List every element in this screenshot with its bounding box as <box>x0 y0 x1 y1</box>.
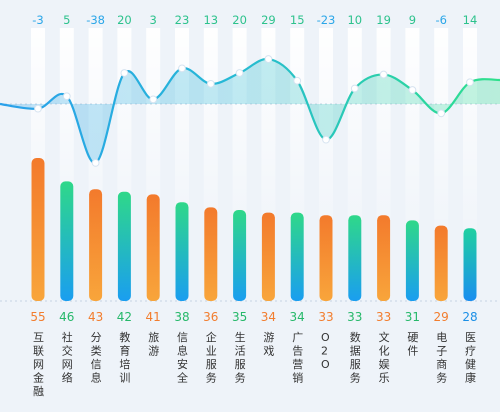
change-label: -38 <box>86 13 105 27</box>
change-label: 5 <box>63 13 70 27</box>
category-label: 文化娱乐 <box>379 330 390 385</box>
value-label: 36 <box>203 310 218 324</box>
category-label: 数据服务 <box>350 331 361 385</box>
bar <box>290 212 304 301</box>
bar <box>463 228 477 301</box>
labels: -3 5 -38 20 3 23 13 20 29 15 -23 10 19 9 -6 14 55 46 43 42 4… <box>30 13 477 398</box>
change-label: -6 <box>435 13 446 27</box>
wave-point <box>264 55 273 63</box>
change-label: 19 <box>376 13 391 27</box>
bar-series <box>31 158 477 301</box>
change-label: -23 <box>317 13 336 27</box>
wave-point <box>235 69 244 77</box>
bar <box>60 181 74 301</box>
bar <box>89 189 103 301</box>
category-label: 教育培训 <box>119 331 130 385</box>
wave-point <box>149 95 158 104</box>
wave-point <box>293 76 302 85</box>
bar <box>31 158 45 301</box>
wave-point <box>120 69 129 77</box>
category-label: 生活服务 <box>235 330 246 385</box>
wave-point <box>91 159 100 167</box>
bar <box>117 191 131 301</box>
wave-point <box>322 135 330 144</box>
change-label: 3 <box>150 13 157 27</box>
category-label: 分类信息 <box>91 331 102 385</box>
change-label: 23 <box>175 13 190 27</box>
bar <box>377 215 391 301</box>
bar <box>319 215 333 301</box>
change-label: 9 <box>409 13 416 27</box>
bar <box>146 194 160 301</box>
bar <box>261 212 275 301</box>
wave-point <box>206 79 215 88</box>
value-label: 46 <box>59 310 74 324</box>
change-label: 15 <box>290 13 305 27</box>
value-label: 33 <box>318 310 333 324</box>
value-label: 35 <box>232 310 247 324</box>
bar <box>204 207 218 301</box>
bar <box>434 225 448 301</box>
wave-area <box>0 58 500 164</box>
category-label: 硬件 <box>407 331 418 358</box>
wave-point <box>466 78 474 87</box>
category-label: 企业服务 <box>206 330 217 385</box>
category-label: 旅游 <box>148 330 159 358</box>
change-label: 29 <box>261 13 276 27</box>
change-wave <box>0 55 500 167</box>
change-label: 20 <box>117 13 132 27</box>
value-label: 33 <box>347 310 362 324</box>
value-label: 33 <box>376 310 391 324</box>
category-label: 互联网金融 <box>33 331 44 398</box>
wave-point <box>408 86 417 94</box>
change-label: -3 <box>32 13 43 27</box>
value-label: 28 <box>462 310 477 324</box>
change-label: 13 <box>203 13 218 27</box>
value-label: 43 <box>88 310 103 324</box>
change-label: 10 <box>347 13 362 27</box>
value-label: 34 <box>290 310 305 324</box>
value-label: 41 <box>146 310 161 324</box>
change-label: 14 <box>463 13 478 27</box>
wave-point <box>437 109 446 118</box>
wave-point <box>178 64 186 73</box>
value-label: 55 <box>30 310 45 324</box>
category-label: 社交网络 <box>62 330 73 385</box>
bar <box>233 210 247 301</box>
change-label: 20 <box>232 13 247 27</box>
bar <box>405 220 419 301</box>
category-label: 广告营销 <box>292 331 303 385</box>
value-label: 42 <box>117 310 132 324</box>
category-label: 游戏 <box>263 331 274 358</box>
value-label: 38 <box>174 310 189 324</box>
value-label: 34 <box>261 310 276 324</box>
value-label: 31 <box>405 310 420 324</box>
value-label: 29 <box>434 310 449 324</box>
wave-point <box>379 70 388 79</box>
category-label: 医疗健康 <box>465 331 476 385</box>
wave-point <box>34 104 42 113</box>
category-label: 电子商务 <box>436 331 447 385</box>
bar <box>175 202 189 301</box>
bar <box>348 215 362 301</box>
wave-point <box>350 84 359 93</box>
wave-point <box>62 92 71 101</box>
category-label: 信息安全 <box>177 331 188 385</box>
